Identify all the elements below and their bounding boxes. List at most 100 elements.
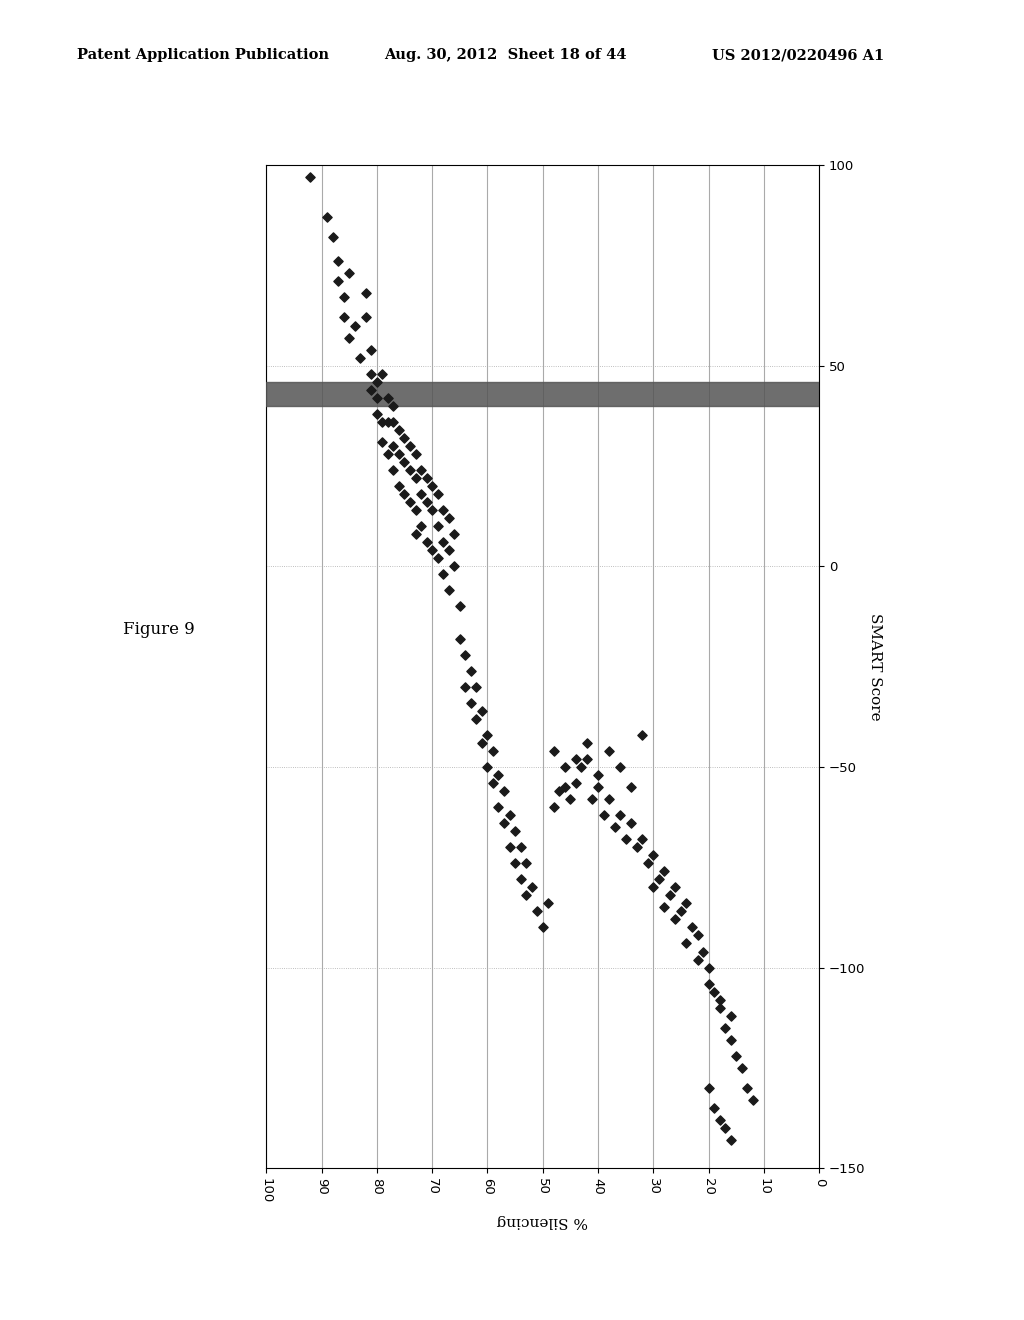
Point <box>512 869 528 890</box>
Point <box>634 725 650 746</box>
Point <box>330 251 346 272</box>
Point <box>557 776 573 797</box>
Point <box>440 540 457 561</box>
Point <box>484 772 501 793</box>
Point <box>479 756 496 777</box>
Point <box>546 741 562 762</box>
Point <box>678 933 694 954</box>
Point <box>490 764 507 785</box>
Point <box>579 748 595 770</box>
Point <box>640 853 656 874</box>
Point <box>689 949 706 970</box>
Point <box>419 491 435 512</box>
Point <box>429 483 445 504</box>
Point <box>374 363 390 384</box>
Point <box>656 896 673 917</box>
Point <box>325 227 341 248</box>
Point <box>364 339 380 360</box>
Point <box>401 459 418 480</box>
Point <box>590 764 606 785</box>
Point <box>623 813 639 834</box>
Point <box>535 917 551 939</box>
Y-axis label: SMART Score: SMART Score <box>868 612 882 721</box>
Point <box>341 327 357 348</box>
Point <box>396 428 413 449</box>
Point <box>408 524 424 545</box>
Point <box>391 475 408 496</box>
Point <box>413 459 429 480</box>
Point <box>374 432 390 453</box>
Text: US 2012/0220496 A1: US 2012/0220496 A1 <box>712 49 884 62</box>
Point <box>391 444 408 465</box>
Point <box>364 379 380 400</box>
Point <box>468 709 484 730</box>
Point <box>479 725 496 746</box>
Point <box>401 491 418 512</box>
Point <box>380 387 396 408</box>
Point <box>706 1097 722 1118</box>
Point <box>723 1130 739 1151</box>
Point <box>424 540 440 561</box>
Point <box>440 508 457 529</box>
Point <box>634 829 650 850</box>
Point <box>678 892 694 913</box>
Point <box>396 451 413 473</box>
Point <box>302 166 318 187</box>
Point <box>463 660 479 681</box>
Point <box>645 876 662 898</box>
Point <box>523 876 540 898</box>
Point <box>573 756 590 777</box>
Point <box>706 981 722 1002</box>
Point <box>385 436 401 457</box>
Point <box>419 532 435 553</box>
Text: Patent Application Publication: Patent Application Publication <box>77 49 329 62</box>
Point <box>435 499 452 520</box>
Point <box>502 837 518 858</box>
Point <box>717 1118 733 1139</box>
Point <box>518 853 535 874</box>
Point <box>662 884 678 906</box>
Point <box>429 516 445 537</box>
Point <box>567 772 584 793</box>
Point <box>601 741 617 762</box>
Point <box>562 788 579 809</box>
Point <box>629 837 645 858</box>
Point <box>684 917 700 939</box>
Point <box>612 804 629 825</box>
Point <box>712 1110 728 1131</box>
Point <box>385 412 401 433</box>
Point <box>446 524 463 545</box>
Point <box>695 941 712 962</box>
Point <box>612 756 629 777</box>
Point <box>474 700 490 721</box>
Point <box>733 1057 750 1078</box>
Point <box>396 483 413 504</box>
Point <box>540 892 556 913</box>
Point <box>352 347 369 368</box>
Text: Aug. 30, 2012  Sheet 18 of 44: Aug. 30, 2012 Sheet 18 of 44 <box>384 49 627 62</box>
Point <box>712 997 728 1018</box>
Point <box>700 957 717 978</box>
Point <box>435 564 452 585</box>
Bar <box>266 381 819 405</box>
Point <box>435 532 452 553</box>
Point <box>463 692 479 713</box>
Point <box>496 780 512 801</box>
Point <box>374 412 390 433</box>
Point <box>700 973 717 994</box>
Point <box>529 900 546 921</box>
Point <box>496 813 512 834</box>
Point <box>557 756 573 777</box>
Point <box>668 909 684 931</box>
Point <box>429 548 445 569</box>
Point <box>507 853 523 874</box>
Point <box>364 363 380 384</box>
Point <box>424 499 440 520</box>
Point <box>490 796 507 817</box>
Point <box>380 444 396 465</box>
Point <box>369 403 385 424</box>
Point <box>484 741 501 762</box>
Point <box>385 395 401 416</box>
Point <box>446 556 463 577</box>
Point <box>413 516 429 537</box>
